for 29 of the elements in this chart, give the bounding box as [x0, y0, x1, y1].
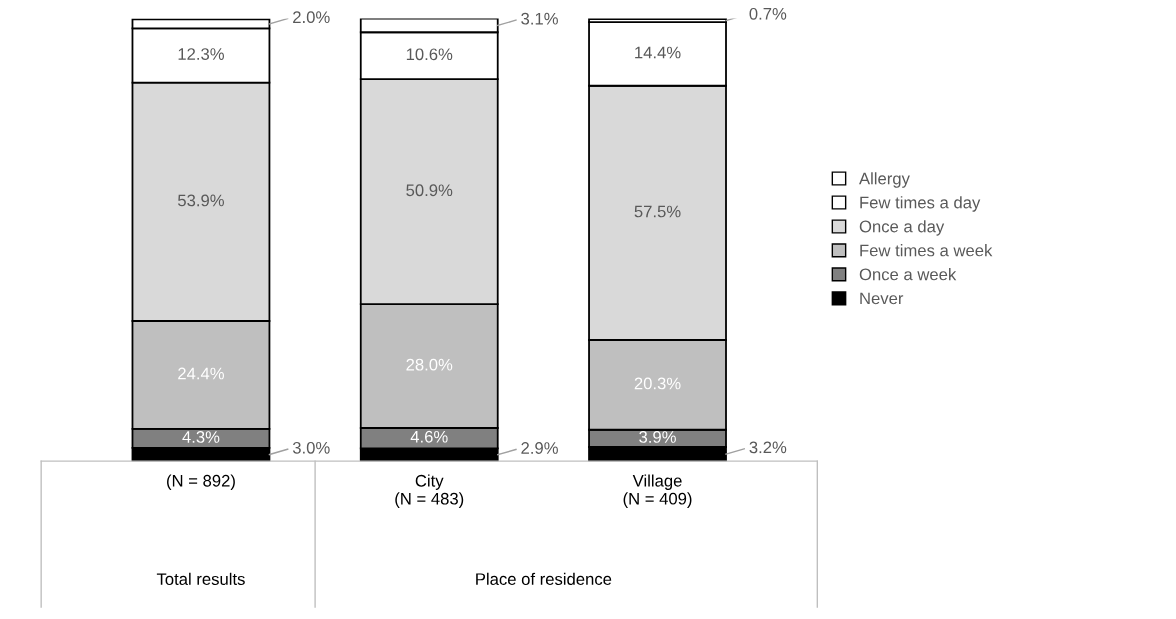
data-label: 57.5%: [634, 205, 681, 218]
data-label: 3.9%: [639, 431, 676, 443]
data-label: 14.4%: [635, 46, 681, 59]
data-label: 3.0%: [292, 441, 330, 454]
text: Place of residence: [476, 572, 612, 586]
data-label: 24.4%: [178, 367, 224, 380]
x-tick-label: City (N = 483): [395, 474, 464, 508]
legend-label: Few times a week: [860, 244, 993, 257]
legend-label: Few times a day: [860, 196, 981, 212]
text: Total results: [156, 572, 245, 586]
data-label: 0.7%: [749, 7, 787, 20]
legend-label: Allergy: [859, 172, 910, 188]
data-label: 50.9%: [406, 184, 453, 197]
data-label: 20.3%: [634, 377, 681, 390]
data-label: 2.9%: [521, 442, 558, 454]
data-label: 12.3%: [178, 48, 224, 60]
legend-label: Once a day: [859, 220, 945, 236]
x-tick-label: Village (N = 409): [623, 474, 692, 508]
data-label: 4.3%: [182, 431, 220, 443]
data-label: 2.0%: [293, 11, 330, 24]
data-label: 53.9%: [178, 194, 224, 207]
data-label: 4.6%: [410, 430, 448, 443]
legend-label: Never: [860, 292, 904, 305]
data-label: 3.2%: [749, 441, 787, 454]
data-label: 28.0%: [406, 358, 453, 371]
x-tick-label: (N = 892): [167, 474, 235, 490]
legend-label: Once a week: [859, 268, 957, 281]
data-label: 10.6%: [406, 48, 453, 61]
data-label: 3.1%: [521, 12, 558, 25]
